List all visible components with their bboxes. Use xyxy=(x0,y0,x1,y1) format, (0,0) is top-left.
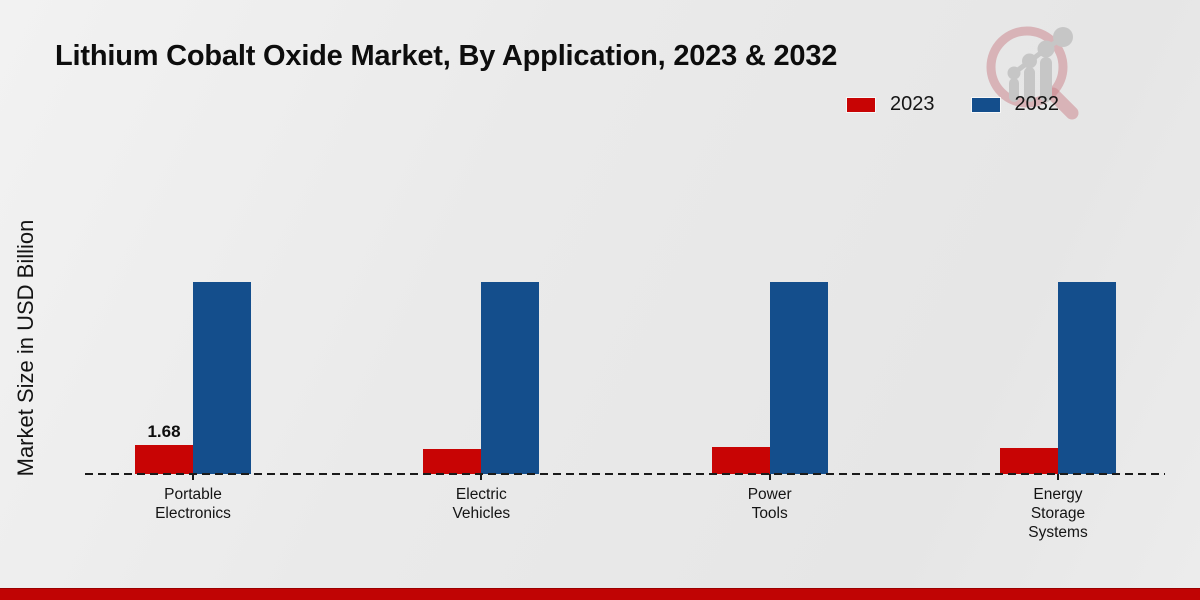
bar-2023-portable-electronics xyxy=(135,445,193,474)
bar-2032-power-tools xyxy=(769,282,828,474)
magnifier-ring-icon xyxy=(986,26,1068,108)
trend-dot-icon xyxy=(1037,40,1055,58)
legend: 2023 2032 xyxy=(846,93,1059,116)
footer-accent-strip xyxy=(0,588,1200,600)
legend-item-2023: 2023 xyxy=(846,93,935,116)
bar-2023-electric-vehicles xyxy=(423,448,482,474)
trend-dot-icon xyxy=(1007,66,1021,80)
chart-title: Lithium Cobalt Oxide Market, By Applicat… xyxy=(55,40,838,72)
category-label: Power Tools xyxy=(747,486,792,522)
brand-watermark-logo xyxy=(986,26,1079,120)
x-axis-tick xyxy=(480,474,483,480)
trend-dot-icon xyxy=(1053,27,1073,47)
legend-label-2032: 2032 xyxy=(1014,93,1060,115)
bar-2023-energy-storage-systems xyxy=(999,448,1058,474)
growth-bar-icon xyxy=(1009,78,1019,102)
growth-bar-icon xyxy=(1024,67,1035,102)
x-axis-tick xyxy=(1056,474,1059,480)
x-axis-baseline xyxy=(85,473,1165,475)
category-label: Energy Storage Systems xyxy=(1028,486,1088,541)
trend-dot-icon xyxy=(1022,53,1037,69)
legend-swatch-2032 xyxy=(970,96,1001,113)
bar-2032-portable-electronics xyxy=(193,282,251,474)
growth-bar-icon xyxy=(1040,57,1052,102)
legend-swatch-2023 xyxy=(846,96,876,113)
bar-2032-energy-storage-systems xyxy=(1057,282,1116,474)
category-label: Portable Electronics xyxy=(155,486,231,522)
bar-2023-power-tools xyxy=(711,447,770,474)
bar-value-label: 1.68 xyxy=(147,422,181,441)
magnifier-handle-icon xyxy=(1046,87,1079,120)
x-axis-tick xyxy=(768,474,771,480)
legend-item-2032: 2032 xyxy=(970,93,1060,116)
category-label: Electric Vehicles xyxy=(452,486,511,522)
x-axis-tick xyxy=(192,474,194,480)
bar-2032-electric-vehicles xyxy=(481,282,540,474)
legend-label-2023: 2023 xyxy=(890,93,935,115)
